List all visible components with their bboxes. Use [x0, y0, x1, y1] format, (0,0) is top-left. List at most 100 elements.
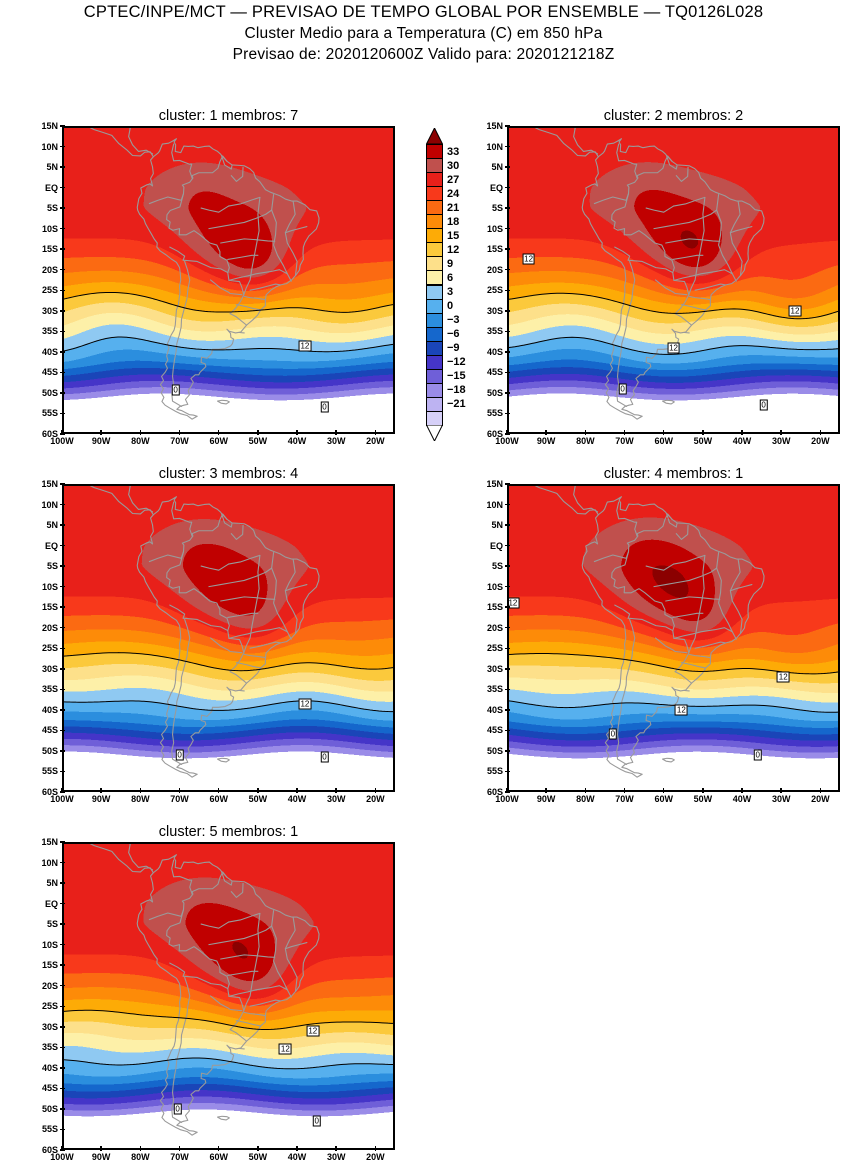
- x-axis-tick: [506, 788, 508, 793]
- y-axis-tick: [505, 709, 510, 711]
- x-axis-label: 80W: [131, 436, 150, 446]
- x-axis-label: 100W: [50, 436, 74, 446]
- y-axis-label: 45S: [467, 725, 503, 735]
- y-axis-tick: [505, 771, 510, 773]
- x-axis-label: 90W: [537, 436, 556, 446]
- x-axis-tick: [296, 430, 298, 435]
- x-axis-label: 90W: [92, 1152, 111, 1162]
- header-line-times: Previsao de: 2020120600Z Valido para: 20…: [0, 44, 847, 65]
- y-axis-label: 35S: [22, 326, 58, 336]
- colorbar-tick-label: −21: [447, 398, 466, 410]
- y-axis-label: 55S: [467, 766, 503, 776]
- x-axis-tick: [296, 788, 298, 793]
- y-axis-label: EQ: [22, 541, 58, 551]
- y-axis-label: EQ: [22, 183, 58, 193]
- y-axis-tick: [60, 586, 65, 588]
- contour-label: 0: [171, 384, 179, 395]
- y-axis-tick: [60, 1006, 65, 1008]
- x-axis-tick: [100, 1146, 102, 1151]
- colorbar-extend-top: [426, 128, 443, 144]
- x-axis-label: 90W: [92, 794, 111, 804]
- colorbar-tick-label: 12: [447, 244, 459, 256]
- y-axis-tick: [60, 730, 65, 732]
- colorbar-cell: [426, 285, 443, 300]
- y-axis-tick: [60, 413, 65, 415]
- y-axis-tick: [505, 524, 510, 526]
- map-cluster-4: 12 12 12 0 0: [507, 484, 840, 792]
- x-axis-label: 40W: [733, 794, 752, 804]
- colorbar-tick-label: −9: [447, 342, 460, 354]
- y-axis-tick: [505, 228, 510, 230]
- x-axis-label: 20W: [811, 436, 830, 446]
- y-axis-label: 10N: [467, 500, 503, 510]
- x-axis-label: 70W: [170, 794, 189, 804]
- y-axis-tick: [505, 392, 510, 394]
- x-axis-label: 70W: [170, 1152, 189, 1162]
- y-axis-tick: [60, 146, 65, 148]
- x-axis-label: 30W: [772, 794, 791, 804]
- y-axis-label: 20S: [22, 265, 58, 275]
- y-axis-tick: [505, 648, 510, 650]
- x-axis-label: 20W: [366, 794, 385, 804]
- x-axis-label: 20W: [811, 794, 830, 804]
- y-axis-label: 15S: [22, 602, 58, 612]
- colorbar-cell: [426, 369, 443, 384]
- x-axis-tick: [140, 430, 142, 435]
- y-axis-label: 50S: [467, 746, 503, 756]
- x-axis-label: 70W: [615, 794, 634, 804]
- y-axis-tick: [505, 606, 510, 608]
- y-axis-tick: [505, 413, 510, 415]
- y-axis-tick: [60, 668, 65, 670]
- colorbar-tick-label: 3: [447, 286, 453, 298]
- colorbar-cell: [426, 214, 443, 229]
- y-axis-label: 35S: [22, 684, 58, 694]
- colorbar-tick-label: −18: [447, 384, 466, 396]
- contour-label: 0: [173, 1103, 181, 1114]
- x-axis-tick: [780, 788, 782, 793]
- y-axis-label: 5S: [22, 561, 58, 571]
- x-axis-label: 60W: [209, 1152, 228, 1162]
- chart-header: CPTEC/INPE/MCT — PREVISAO DE TEMPO GLOBA…: [0, 2, 847, 65]
- y-axis-label: 35S: [22, 1042, 58, 1052]
- x-axis-label: 60W: [209, 436, 228, 446]
- y-axis-tick: [505, 146, 510, 148]
- y-axis-label: 15S: [22, 960, 58, 970]
- y-axis-label: 10N: [467, 142, 503, 152]
- y-axis-label: 45S: [22, 1083, 58, 1093]
- x-axis-tick: [624, 430, 626, 435]
- contour-label: 0: [754, 749, 762, 760]
- contour-label: 0: [320, 402, 328, 413]
- x-axis-label: 100W: [50, 1152, 74, 1162]
- x-axis-tick: [506, 430, 508, 435]
- y-axis-label: 5S: [22, 919, 58, 929]
- x-axis-label: 30W: [327, 1152, 346, 1162]
- y-axis-label: 30S: [22, 1022, 58, 1032]
- x-axis-tick: [61, 788, 63, 793]
- x-axis-tick: [702, 430, 704, 435]
- y-axis-tick: [60, 709, 65, 711]
- y-axis-label: 45S: [22, 725, 58, 735]
- colorbar-cell: [426, 313, 443, 328]
- panel-title-cluster-4: cluster: 4 membros: 1: [507, 466, 840, 482]
- x-axis-tick: [780, 430, 782, 435]
- panel-title-cluster-2: cluster: 2 membros: 2: [507, 108, 840, 124]
- y-axis-tick: [60, 290, 65, 292]
- y-axis-label: 5N: [22, 878, 58, 888]
- y-axis-label: 50S: [22, 746, 58, 756]
- x-axis-label: 100W: [495, 436, 519, 446]
- y-axis-tick: [60, 1129, 65, 1131]
- x-axis-tick: [335, 788, 337, 793]
- y-axis-label: 50S: [22, 388, 58, 398]
- contour-label: 12: [279, 1043, 292, 1054]
- colorbar-cell: [426, 327, 443, 342]
- y-axis-tick: [60, 1026, 65, 1028]
- y-axis-label: 15S: [22, 244, 58, 254]
- y-axis-tick: [60, 331, 65, 333]
- colorbar-cell: [426, 341, 443, 356]
- y-axis-label: 10S: [467, 582, 503, 592]
- y-axis-tick: [60, 985, 65, 987]
- y-axis-tick: [60, 750, 65, 752]
- y-axis-label: 10S: [22, 224, 58, 234]
- x-axis-tick: [218, 430, 220, 435]
- y-axis-tick: [60, 524, 65, 526]
